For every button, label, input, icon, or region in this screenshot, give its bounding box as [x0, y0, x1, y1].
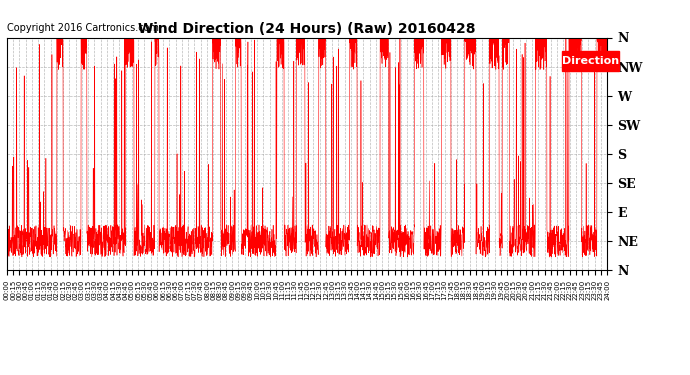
Text: Direction: Direction	[562, 56, 619, 66]
Text: Copyright 2016 Cartronics.com: Copyright 2016 Cartronics.com	[7, 23, 159, 33]
Title: Wind Direction (24 Hours) (Raw) 20160428: Wind Direction (24 Hours) (Raw) 20160428	[138, 22, 476, 36]
